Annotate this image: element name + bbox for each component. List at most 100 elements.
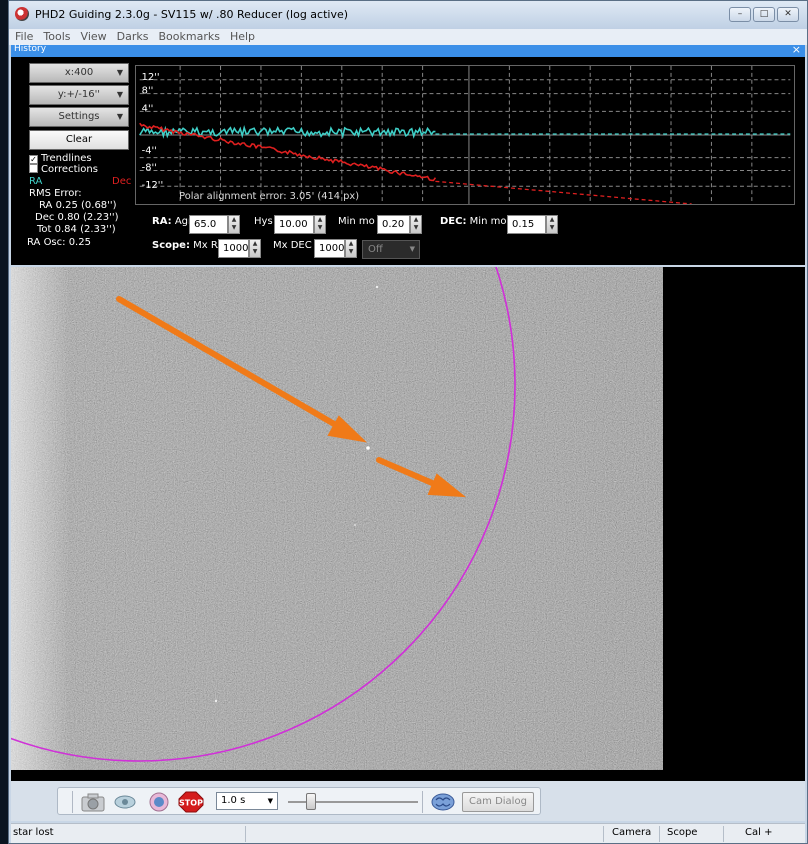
menu-help[interactable]: Help — [229, 30, 256, 43]
dec-guide-mode-value: Off — [368, 244, 383, 255]
tick-8: 8'' — [142, 86, 154, 97]
app-window: PHD2 Guiding 2.3.0g - SV115 w/ .80 Reduc… — [8, 0, 808, 844]
orange-arrow-annotations — [116, 296, 467, 498]
dec-min-mo-label: Min mo — [469, 216, 507, 227]
y-scale-label: y:+/-16'' — [57, 89, 101, 100]
maximize-button[interactable]: □ — [753, 7, 775, 22]
chevron-down-icon: ▼ — [267, 797, 273, 805]
tick-12: 12'' — [142, 72, 160, 83]
minimize-button[interactable]: – — [729, 7, 751, 22]
loop-icon[interactable] — [112, 791, 138, 813]
check-icon: ✓ — [29, 155, 38, 164]
x-scale-dropdown[interactable]: x:400 ▼ — [29, 63, 129, 83]
dec-min-mo-input[interactable]: 0.15 ▲ ▼ — [507, 215, 558, 234]
ra-agr-label: Agr — [174, 216, 193, 227]
chevron-down-icon: ▼ — [409, 245, 415, 253]
menu-bookmarks[interactable]: Bookmarks — [158, 30, 220, 43]
menu-view[interactable]: View — [80, 30, 107, 43]
y-scale-dropdown[interactable]: y:+/-16'' ▼ — [29, 85, 129, 105]
ra-min-mo-label: Min mo — [338, 216, 375, 227]
title-bar: PHD2 Guiding 2.3.0g - SV115 w/ .80 Reduc… — [9, 1, 807, 29]
app-icon — [15, 7, 29, 21]
mx-dec-label: Mx DEC — [273, 240, 312, 251]
guide-star — [366, 446, 370, 450]
menu-file[interactable]: File — [15, 30, 34, 43]
rms-dec: Dec 0.80 (2.23'') — [35, 212, 119, 223]
hys-input[interactable]: 10.00 ▲ ▼ — [274, 215, 326, 234]
trendlines-label: Trendlines — [41, 153, 92, 164]
spin-arrows-icon[interactable]: ▲ ▼ — [314, 215, 326, 234]
rms-tot: Tot 0.84 (2.33'') — [37, 224, 116, 235]
stop-icon[interactable]: STOP — [178, 791, 204, 813]
history-pane: x:400 ▼ y:+/-16'' ▼ Settings ▼ Clear ✓ Tr… — [11, 57, 805, 265]
exposure-select[interactable]: 1.0 s ▼ — [216, 792, 278, 810]
dec-legend: Dec — [112, 176, 132, 187]
gamma-slider-thumb[interactable] — [306, 793, 316, 810]
history-pane-header: History × — [11, 43, 805, 57]
mx-ra-label: Mx RA — [193, 240, 225, 251]
window-title: PHD2 Guiding 2.3.0g - SV115 w/ .80 Reduc… — [35, 8, 349, 21]
cal-status: Cal + — [745, 827, 773, 838]
tick-4: 4'' — [142, 103, 154, 114]
spin-arrows-icon[interactable]: ▲ ▼ — [228, 215, 240, 234]
chevron-down-icon: ▼ — [116, 90, 123, 99]
hys-value: 10.00 — [279, 219, 308, 230]
close-button[interactable]: ✕ — [777, 7, 799, 22]
dec-trendline — [435, 180, 692, 204]
guide-graph: 12'' 8'' 4'' -4'' -8'' -12'' Polar align… — [135, 65, 795, 205]
cam-dialog-button[interactable]: Cam Dialog — [462, 792, 534, 812]
spin-arrows-icon[interactable]: ▲ ▼ — [410, 215, 422, 234]
stop-label: STOP — [179, 799, 203, 808]
corrections-checkbox[interactable]: Corrections — [29, 164, 98, 175]
brain-icon[interactable] — [430, 791, 456, 813]
status-bar: star lost Camera Scope Cal + — [11, 823, 805, 843]
mx-dec-input[interactable]: 1000 ▲ ▼ — [314, 239, 357, 258]
polar-alignment-text: Polar alignment error: 3.05' (414 px) — [179, 191, 359, 202]
dec-series-line — [139, 122, 437, 182]
tick-neg4: -4'' — [142, 146, 157, 157]
dec-min-mo-value: 0.15 — [512, 219, 535, 230]
corrections-label: Corrections — [41, 164, 98, 175]
star-field-image[interactable] — [11, 267, 805, 781]
camera-icon[interactable] — [80, 791, 106, 813]
camera-status: Camera — [612, 827, 652, 838]
dec-prefix: DEC: — [440, 216, 467, 227]
main-toolbar: STOP 1.0 s ▼ Cam Dialog — [11, 781, 805, 821]
gamma-slider-track[interactable] — [288, 801, 418, 803]
history-close-icon[interactable]: × — [791, 43, 801, 56]
spin-arrows-icon[interactable]: ▲ ▼ — [345, 239, 357, 258]
scope-status: Scope — [667, 827, 698, 838]
ra-osc: RA Osc: 0.25 — [27, 237, 91, 248]
checkbox-empty-icon — [29, 164, 38, 173]
tick-neg8: -8'' — [142, 162, 157, 173]
polar-alignment-circle — [11, 267, 516, 762]
mx-dec-value: 1000 — [319, 243, 345, 254]
ra-legend: RA — [29, 176, 43, 187]
ra-prefix: RA: — [152, 216, 172, 227]
trendlines-checkbox[interactable]: ✓ Trendlines — [29, 153, 92, 164]
ra-min-mo-input[interactable]: 0.20 ▲ ▼ — [377, 215, 422, 234]
guide-icon[interactable] — [146, 791, 172, 813]
clear-button[interactable]: Clear — [29, 130, 129, 150]
chevron-down-icon: ▼ — [116, 68, 123, 77]
mx-ra-input[interactable]: 1000 ▲ ▼ — [218, 239, 261, 258]
rms-title: RMS Error: — [29, 188, 82, 199]
dec-guide-mode-select[interactable]: Off ▼ — [362, 240, 420, 259]
chevron-down-icon: ▼ — [116, 112, 123, 121]
settings-dropdown[interactable]: Settings ▼ — [29, 107, 129, 127]
ra-min-mo-value: 0.20 — [382, 219, 405, 230]
ra-agr-input[interactable]: 65.0 ▲ ▼ — [189, 215, 240, 234]
spin-arrows-icon[interactable]: ▲ ▼ — [249, 239, 261, 258]
menu-darks[interactable]: Darks — [116, 30, 149, 43]
rms-ra: RA 0.25 (0.68'') — [39, 200, 117, 211]
tick-neg12: -12'' — [142, 180, 164, 191]
spin-arrows-icon[interactable]: ▲ ▼ — [546, 215, 558, 234]
x-scale-label: x:400 — [64, 67, 94, 78]
camera-frame[interactable] — [11, 267, 805, 781]
scope-prefix: Scope: — [152, 240, 190, 251]
menu-bar: File Tools View Darks Bookmarks Help — [9, 29, 807, 45]
history-title: History — [14, 44, 47, 54]
settings-label: Settings — [58, 111, 100, 122]
ra-agr-value: 65.0 — [194, 219, 217, 230]
menu-tools[interactable]: Tools — [43, 30, 71, 43]
